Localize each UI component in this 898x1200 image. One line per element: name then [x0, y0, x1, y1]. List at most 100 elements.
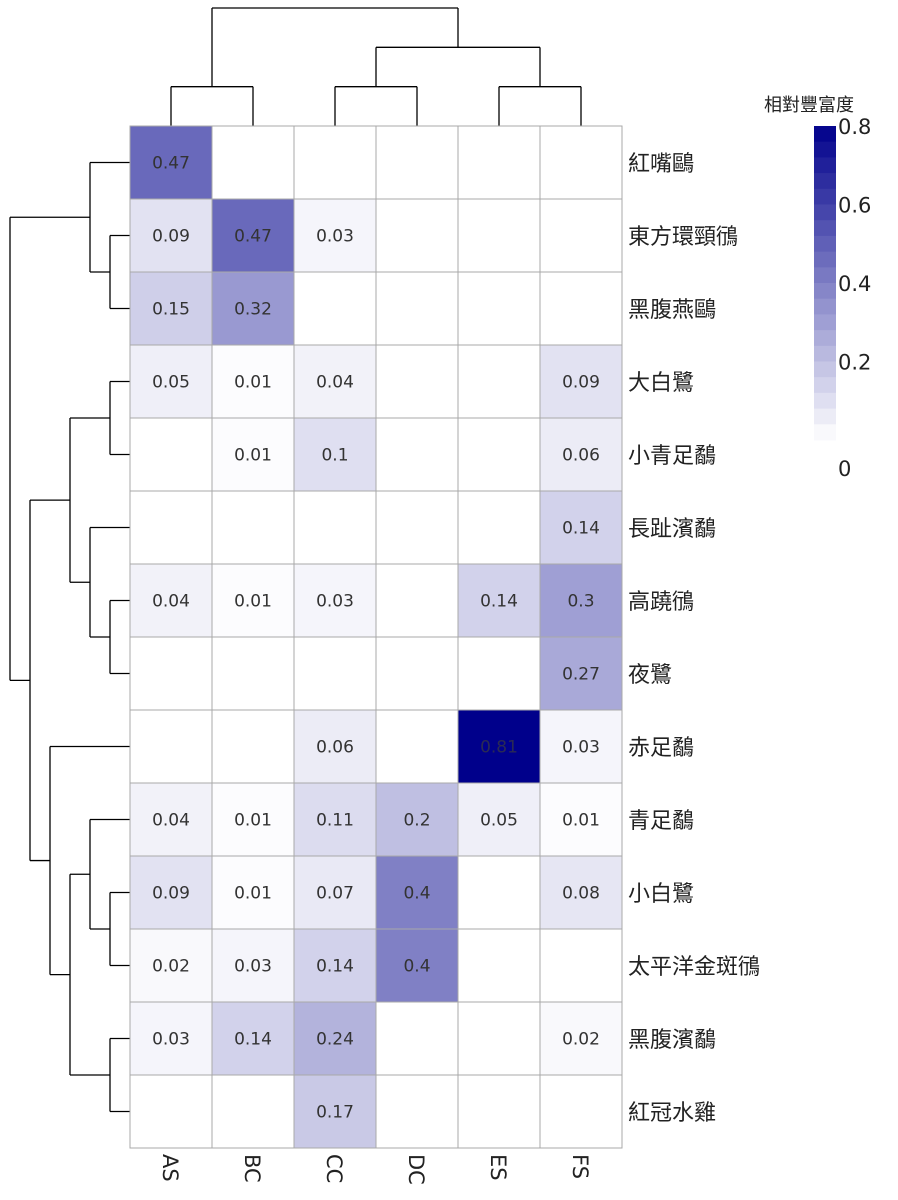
- cell-value-label: 0.01: [234, 446, 272, 466]
- row-label: 大白鷺: [628, 371, 694, 396]
- cell-value-label: 0.08: [562, 884, 600, 904]
- heatmap-cell: [375, 563, 459, 638]
- cell-value-label: 0.04: [316, 373, 354, 393]
- cell-value-label: 0.04: [152, 592, 190, 612]
- heatmap-cell: [293, 636, 377, 711]
- heatmap-cell: [375, 855, 459, 930]
- row-label: 黑腹濱鷸: [628, 1028, 716, 1053]
- heatmap-cell: [129, 1074, 213, 1149]
- heatmap-cell: [375, 125, 459, 200]
- row-label: 高蹺鴴: [628, 590, 694, 615]
- heatmap-cell: [457, 563, 541, 638]
- cell-value-label: 0.09: [152, 884, 190, 904]
- row-label: 夜鷺: [628, 663, 672, 688]
- cell-value-label: 0.2: [403, 811, 430, 831]
- column-label: BC: [240, 1154, 264, 1183]
- heatmap-cell: [457, 636, 541, 711]
- cell-value-label: 0.15: [152, 300, 190, 320]
- heatmap-cell: [375, 709, 459, 784]
- row-label: 赤足鷸: [628, 736, 694, 761]
- cell-value-label: 0.17: [316, 1103, 354, 1123]
- heatmap-cell: [129, 198, 213, 273]
- heatmap-cell: [293, 271, 377, 346]
- heatmap-cell: [457, 928, 541, 1003]
- legend-color-step: [814, 314, 836, 331]
- heatmap-cells: 0.47 0.09 0.47 0.03 0.15 0.32 0.05 0.01 0.04 0.09…: [129, 125, 623, 1149]
- heatmap-cell: [457, 417, 541, 492]
- legend-color-step: [814, 126, 836, 143]
- cell-value-label: 0.14: [480, 592, 518, 612]
- row-label: 紅嘴鷗: [628, 152, 694, 177]
- heatmap-cell: [539, 563, 623, 638]
- column-dendrogram: [170, 7, 582, 126]
- legend-color-step: [814, 157, 836, 174]
- cell-value-label: 0.09: [562, 373, 600, 393]
- heatmap-cell: [129, 855, 213, 930]
- heatmap-cell: [293, 490, 377, 565]
- heatmap-cell: [457, 782, 541, 857]
- heatmap-cell: [129, 125, 213, 200]
- cell-value-label: 0.05: [480, 811, 518, 831]
- cell-value-label: 0.14: [562, 519, 600, 539]
- heatmap-cell: [457, 855, 541, 930]
- cell-value-label: 0.03: [152, 1030, 190, 1050]
- heatmap-cell: [457, 198, 541, 273]
- legend-tick-label: 0.6: [838, 194, 871, 218]
- row-labels: 紅嘴鷗東方環頸鴴黑腹燕鷗大白鷺小青足鷸長趾濱鷸高蹺鴴夜鷺赤足鷸青足鷸小白鷺太平洋…: [628, 152, 760, 1126]
- row-label: 青足鷸: [628, 809, 694, 834]
- cell-value-label: 0.01: [234, 373, 272, 393]
- cell-value-label: 0.03: [316, 227, 354, 247]
- legend-color-step: [814, 392, 836, 410]
- legend-color-step: [814, 377, 836, 394]
- heatmap-cell: [457, 125, 541, 200]
- cell-value-label: 0.47: [152, 154, 190, 174]
- heatmap-cell: [211, 198, 295, 273]
- legend-color-step: [814, 361, 836, 378]
- color-legend: 相對豐富度 0.8 0.6 0.4 0.2 0: [764, 95, 871, 481]
- heatmap-cell: [129, 490, 213, 565]
- row-label: 長趾濱鷸: [628, 517, 716, 542]
- legend-color-step: [814, 188, 836, 205]
- heatmap-cell: [457, 344, 541, 419]
- legend-color-step: [814, 204, 836, 221]
- row-label: 小青足鷸: [628, 444, 716, 469]
- cell-value-label: 0.06: [316, 738, 354, 758]
- heatmap-cell: [539, 125, 623, 200]
- heatmap-cell: [539, 1074, 623, 1149]
- heatmap-cell: [293, 709, 377, 784]
- heatmap-cell: [375, 1074, 459, 1149]
- legend-color-step: [814, 345, 836, 362]
- cell-value-label: 0.14: [316, 957, 354, 977]
- cell-value-label: 0.07: [316, 884, 354, 904]
- cell-value-label: 0.04: [152, 811, 190, 831]
- heatmap-cell: [211, 417, 295, 492]
- heatmap-cell: [129, 782, 213, 857]
- cell-value-label: 0.02: [152, 957, 190, 977]
- heatmap-cell: [211, 271, 295, 346]
- legend-color-step: [814, 251, 836, 268]
- heatmap-cell: [211, 709, 295, 784]
- cell-value-label: 0.11: [316, 811, 354, 831]
- heatmap-cell: [375, 344, 459, 419]
- row-label: 太平洋金斑鴴: [628, 955, 760, 980]
- heatmap-cell: [539, 1001, 623, 1076]
- legend-color-step: [814, 267, 836, 284]
- heatmap-cell: [539, 417, 623, 492]
- heatmap-cell: [539, 782, 623, 857]
- row-label: 黑腹燕鷗: [628, 298, 716, 323]
- legend-title: 相對豐富度: [764, 95, 854, 116]
- heatmap-cell: [375, 271, 459, 346]
- row-label: 小白鷺: [628, 882, 694, 907]
- row-dendrogram: [9, 161, 130, 1113]
- heatmap-cell: [375, 636, 459, 711]
- column-label: ES: [486, 1154, 510, 1181]
- heatmap-cell: [211, 344, 295, 419]
- cell-value-label: 0.03: [316, 592, 354, 612]
- cell-value-label: 0.32: [234, 300, 272, 320]
- cell-value-label: 0.1: [321, 446, 348, 466]
- legend-color-step: [814, 235, 836, 253]
- heatmap-cell: [129, 636, 213, 711]
- legend-tick-label: 0.8: [838, 115, 871, 139]
- legend-color-step: [814, 424, 836, 441]
- heatmap-cell: [211, 928, 295, 1003]
